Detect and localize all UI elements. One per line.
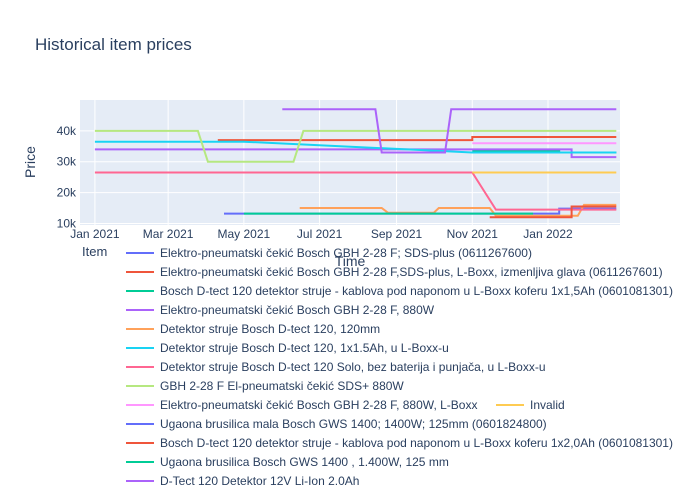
legend-item: Elektro-pneumatski čekić Bosch GBH 2-28 …	[160, 246, 532, 260]
legend-item: Ugaona brusilica mala Bosch GWS 1400; 14…	[160, 417, 547, 431]
series-line	[94, 171, 617, 211]
y-tick-label: 40k	[57, 124, 77, 138]
x-axis-title: Time	[335, 253, 366, 269]
plot-area	[80, 100, 620, 225]
x-tick-label: Jan 2021	[70, 227, 120, 241]
legend-item: GBH 2-28 F El-pneumatski čekić SDS+ 880W	[160, 379, 404, 393]
legend-item: D-Tect 120 Detektor 12V Li-Ion 2.0Ah	[160, 474, 359, 488]
series-line	[489, 205, 617, 219]
x-tick-label: Mar 2021	[143, 227, 194, 241]
y-tick-label: 20k	[57, 186, 77, 200]
x-tick-label: Jan 2022	[523, 227, 573, 241]
legend-item: Bosch D-tect 120 detektor struje - kablo…	[160, 284, 673, 298]
x-tick-label: Sep 2021	[371, 227, 423, 241]
legend-item: Detektor struje Bosch D-tect 120, 120mm	[160, 322, 380, 336]
x-axis-ticks: Jan 2021 Mar 2021 May 2021 Jul 2021 Sep 2021…	[70, 227, 573, 241]
series-line	[94, 129, 617, 163]
x-tick-label: Nov 2021	[447, 227, 499, 241]
y-axis-ticks: 10k 20k 30k 40k	[57, 124, 77, 231]
chart-title: Historical item prices	[35, 35, 192, 54]
x-tick-label: May 2021	[218, 227, 271, 241]
y-tick-label: 10k	[57, 216, 77, 230]
legend-item: Elektro-pneumatski čekić Bosch GBH 2-28 …	[160, 303, 435, 317]
legend-item: Invalid	[530, 398, 565, 412]
series-line	[94, 140, 617, 154]
legend-item: Elektro-pneumatski čekić Bosch GBH 2-28 …	[160, 398, 477, 412]
legend-item: Elektro-pneumatski čekić Bosch GBH 2-28 …	[160, 265, 663, 279]
legend-item: Ugaona brusilica Bosch GWS 1400 , 1.400W…	[160, 455, 449, 469]
y-tick-label: 30k	[57, 155, 77, 169]
legend-item: Detektor struje Bosch D-tect 120 Solo, b…	[160, 360, 546, 374]
legend-item: Bosch D-tect 120 detektor struje - kablo…	[160, 436, 673, 450]
legend-title: Item	[82, 244, 107, 259]
series-line	[217, 136, 617, 142]
legend-item: Detektor struje Bosch D-tect 120, 1x1.5A…	[160, 341, 449, 355]
y-axis-title: Price	[22, 146, 38, 178]
series-line	[282, 108, 617, 154]
x-tick-label: Jul 2021	[297, 227, 343, 241]
series-lines	[94, 108, 617, 219]
legend[interactable]: Elektro-pneumatski čekić Bosch GBH 2-28 …	[126, 246, 673, 488]
